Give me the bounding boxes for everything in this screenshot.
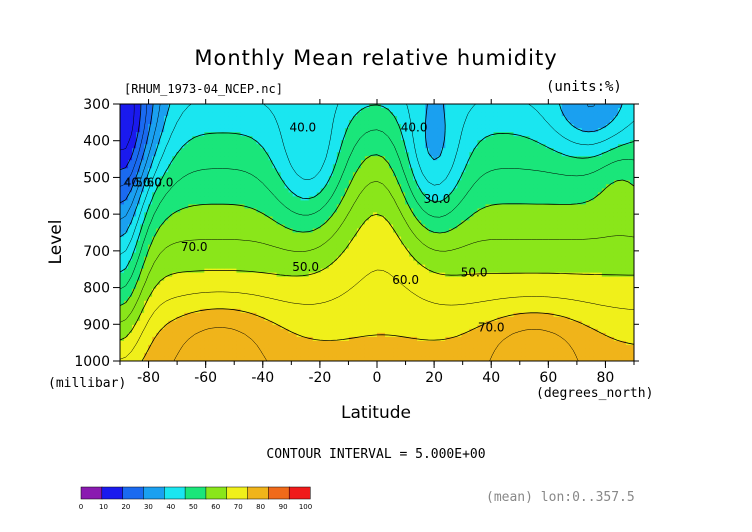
colorbar-tick-label: 20 [121, 503, 130, 511]
colorbar-swatch [164, 486, 186, 500]
contour-line-15 [120, 104, 135, 151]
y-tick-label: 600 [83, 207, 110, 223]
contour-lines [120, 104, 634, 361]
colorbar-tick-label: 60 [211, 503, 220, 511]
colorbar-tick-label: 10 [99, 503, 108, 511]
contour-labels: 40.0 40.040.050.060.030.070.050.060.050.0… [124, 121, 505, 335]
colorbar-swatch [205, 486, 228, 500]
contour-label: 40.0 [289, 121, 316, 135]
contour-label: 30.0 [424, 192, 451, 206]
x-axis-label: Latitude [341, 403, 411, 423]
contour-label: 50.0 [135, 176, 162, 190]
axes: -80 -60 -40 -20 0 20 40 60 80 300 400 500 600 700 800 9… [74, 97, 639, 386]
contour-label: 60.0 [392, 273, 419, 287]
units-label: (units:%) [546, 79, 622, 95]
colorbar-tick-label: 80 [256, 503, 265, 511]
contour-interval-note: CONTOUR INTERVAL = 5.000E+00 [266, 447, 486, 462]
y-tick-label: 500 [83, 170, 110, 186]
y-tick-label: 900 [83, 317, 110, 333]
colorbar-swatch [80, 486, 103, 500]
x-tick-label: 20 [425, 370, 443, 386]
chart-title: Monthly Mean relative humidity [194, 46, 558, 70]
colorbar-swatch [268, 486, 290, 500]
contour-line-65 [120, 181, 634, 323]
contour-label: 70.0 [478, 321, 505, 335]
x-tick-label: -60 [194, 370, 217, 386]
colorbar-tick-label: 40 [166, 503, 175, 511]
colorbar-swatch [288, 486, 311, 500]
contour-line-80 [141, 308, 634, 361]
x-axis-unit: (degrees_north) [536, 386, 654, 401]
y-axis-unit: (millibar) [48, 376, 127, 391]
contour-line-35 [120, 104, 596, 220]
contour-label: 50.0 [461, 266, 488, 280]
colorbar-tick-label: 90 [279, 503, 288, 511]
contour-line-50 [120, 104, 634, 273]
y-tick-label: 300 [83, 97, 110, 113]
colorbar-swatch [184, 486, 207, 500]
y-tick-label: 400 [83, 134, 110, 150]
y-tick-label: 800 [83, 281, 110, 297]
x-tick-label: 0 [373, 370, 382, 386]
contour-line-60 [120, 154, 634, 307]
contour-label: 60.0 [147, 176, 174, 190]
colorbar-swatch [226, 486, 249, 500]
colorbar-swatch [143, 486, 165, 500]
contour-line-20 [120, 104, 142, 171]
contour-line-25 [120, 104, 148, 187]
colorbar-tick-label: 0 [79, 503, 83, 511]
contour-line-75 [120, 269, 634, 360]
dataset-label: [RHUM_1973-04_NCEP.nc] [124, 82, 283, 96]
contour-label: 40.0 [401, 121, 428, 135]
colorbar-swatch [247, 486, 269, 500]
contour-fill [120, 104, 634, 361]
contour-line-85 [173, 327, 579, 361]
contour-line-55 [120, 129, 634, 290]
colorbar-tick-label: 30 [144, 503, 153, 511]
x-tick-label: -20 [308, 370, 331, 386]
x-tick-label: -40 [251, 370, 274, 386]
contour-label: 50.0 [292, 260, 319, 274]
averaging-footnote: (mean) lon:0..357.5 [486, 490, 635, 505]
colorbar-swatch [122, 486, 145, 500]
x-tick-label: 40 [482, 370, 500, 386]
contour-label: 70.0 [181, 240, 208, 254]
contour-line-30 [120, 104, 154, 204]
contour-line-40 [120, 104, 623, 238]
x-tick-label: 80 [597, 370, 615, 386]
contour-label: 40.0 [124, 176, 151, 190]
contour-line-45 [120, 104, 634, 255]
x-tick-label: 60 [539, 370, 557, 386]
colorbar: 0 10 20 30 40 50 60 70 80 90 100 [79, 486, 312, 511]
colorbar-swatch [101, 486, 124, 500]
colorbar-tick-label: 50 [189, 503, 198, 511]
y-tick-label: 1000 [74, 354, 110, 370]
contour-line-70 [120, 213, 634, 341]
y-tick-label: 700 [83, 244, 110, 260]
colorbar-tick-label: 70 [234, 503, 243, 511]
colorbar-tick-label: 100 [299, 503, 312, 511]
x-tick-label: -80 [137, 370, 160, 386]
